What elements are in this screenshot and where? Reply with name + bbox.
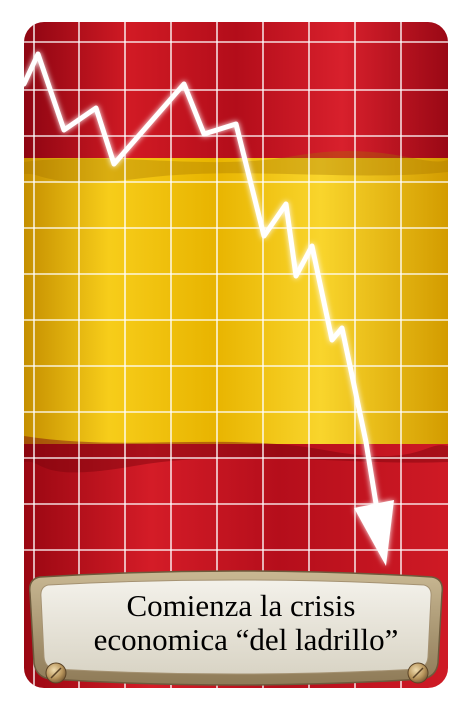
rivet-icon xyxy=(46,663,66,683)
caption-plaque: Comienza la crisis economica “del ladril… xyxy=(26,567,446,689)
flag-yellow-middle xyxy=(24,158,448,448)
rivet-icon xyxy=(408,663,428,683)
card-caption: Comienza la crisis economica “del ladril… xyxy=(26,589,446,657)
flag-red-top xyxy=(24,22,448,162)
caption-line-2: economica “del ladrillo” xyxy=(26,623,446,657)
caption-line-1: Comienza la crisis xyxy=(26,589,446,623)
